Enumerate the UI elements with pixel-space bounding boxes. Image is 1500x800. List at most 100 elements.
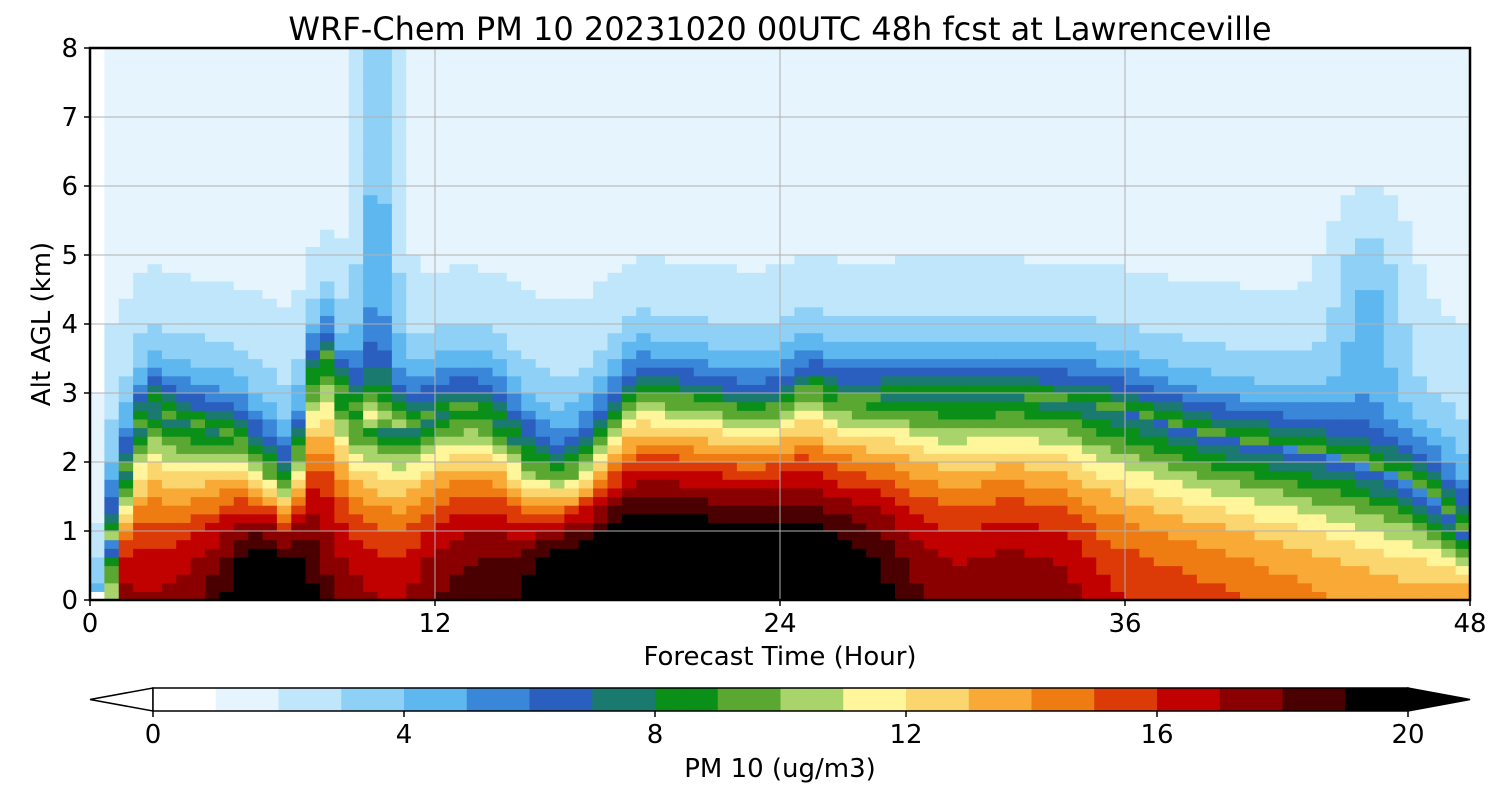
field-cell — [564, 522, 580, 532]
field-cell — [550, 427, 565, 437]
field-cell — [377, 375, 393, 385]
field-cell — [118, 272, 134, 282]
field-cell — [665, 220, 680, 230]
field-cell — [1010, 177, 1025, 187]
field-cell — [895, 272, 910, 282]
field-cell — [952, 186, 968, 196]
field-cell — [521, 315, 537, 325]
field-cell — [1038, 582, 1054, 592]
field-cell — [650, 65, 666, 75]
field-cell — [966, 108, 982, 118]
field-cell — [808, 315, 824, 325]
field-cell — [650, 548, 666, 558]
field-cell — [1139, 531, 1155, 541]
field-cell — [377, 220, 393, 230]
field-cell — [866, 246, 882, 256]
field-cell — [1125, 556, 1140, 567]
field-cell — [1038, 263, 1054, 273]
field-cell — [722, 246, 738, 256]
field-cell — [679, 375, 695, 385]
field-cell — [1010, 332, 1025, 342]
field-cell — [348, 177, 364, 187]
field-cell — [406, 186, 422, 196]
field-cell — [420, 410, 436, 420]
field-cell — [305, 358, 321, 368]
field-cell — [578, 548, 594, 558]
field-cell — [765, 151, 781, 161]
field-cell — [564, 73, 580, 84]
field-cell — [665, 229, 680, 239]
field-cell — [1168, 496, 1184, 506]
field-cell — [276, 263, 292, 273]
field-cell — [895, 367, 910, 377]
field-cell — [895, 324, 910, 334]
field-cell — [435, 272, 450, 282]
field-cell — [1010, 539, 1025, 549]
field-cell — [535, 513, 551, 523]
field-cell — [650, 513, 666, 523]
field-cell — [391, 237, 407, 247]
field-cell — [1053, 470, 1069, 480]
field-cell — [736, 82, 752, 92]
field-cell — [880, 556, 896, 567]
field-cell — [133, 315, 149, 325]
field-cell — [406, 73, 422, 84]
field-cell — [938, 539, 954, 549]
field-cell — [995, 470, 1011, 480]
field-cell — [1067, 505, 1083, 515]
field-cell — [262, 229, 278, 239]
field-cell — [578, 168, 594, 178]
field-cell — [104, 73, 120, 84]
field-cell — [291, 531, 307, 541]
field-cell — [118, 48, 134, 58]
field-cell — [966, 462, 982, 472]
field-cell — [751, 315, 767, 325]
field-cell — [837, 91, 853, 101]
field-cell — [665, 401, 680, 411]
field-cell — [1096, 298, 1112, 308]
field-cell — [492, 513, 508, 523]
field-cell — [607, 341, 623, 351]
field-cell — [851, 410, 867, 420]
field-cell — [118, 108, 134, 118]
field-cell — [578, 280, 594, 291]
field-cell — [693, 393, 709, 403]
field-cell — [564, 349, 580, 360]
field-cell — [190, 513, 206, 523]
field-cell — [262, 142, 278, 153]
field-cell — [521, 229, 537, 239]
field-cell — [938, 298, 954, 308]
field-cell — [219, 99, 235, 109]
field-cell — [233, 393, 249, 403]
field-cell — [118, 142, 134, 153]
field-cell — [1067, 186, 1083, 196]
field-cell — [995, 99, 1011, 109]
field-cell — [1081, 410, 1097, 420]
field-cell — [262, 505, 278, 515]
field-cell — [665, 82, 680, 92]
field-cell — [219, 418, 235, 429]
field-cell — [621, 367, 637, 377]
field-cell — [693, 410, 709, 420]
field-cell — [621, 229, 637, 239]
field-cell — [1182, 393, 1198, 403]
field-cell — [837, 479, 853, 489]
field-cell — [981, 427, 997, 437]
field-cell — [866, 211, 882, 222]
field-cell — [219, 453, 235, 463]
field-cell — [952, 108, 968, 118]
field-cell — [1067, 427, 1083, 437]
field-cell — [693, 513, 709, 523]
field-cell — [693, 211, 709, 222]
field-cell — [1053, 462, 1069, 472]
field-cell — [1153, 444, 1169, 454]
field-cell — [133, 237, 149, 247]
field-cell — [636, 324, 652, 334]
field-cell — [205, 134, 220, 144]
field-cell — [938, 418, 954, 429]
field-cell — [1024, 91, 1040, 101]
field-cell — [334, 358, 350, 368]
field-cell — [291, 237, 307, 247]
field-cell — [1168, 418, 1184, 429]
field-cell — [506, 349, 522, 360]
